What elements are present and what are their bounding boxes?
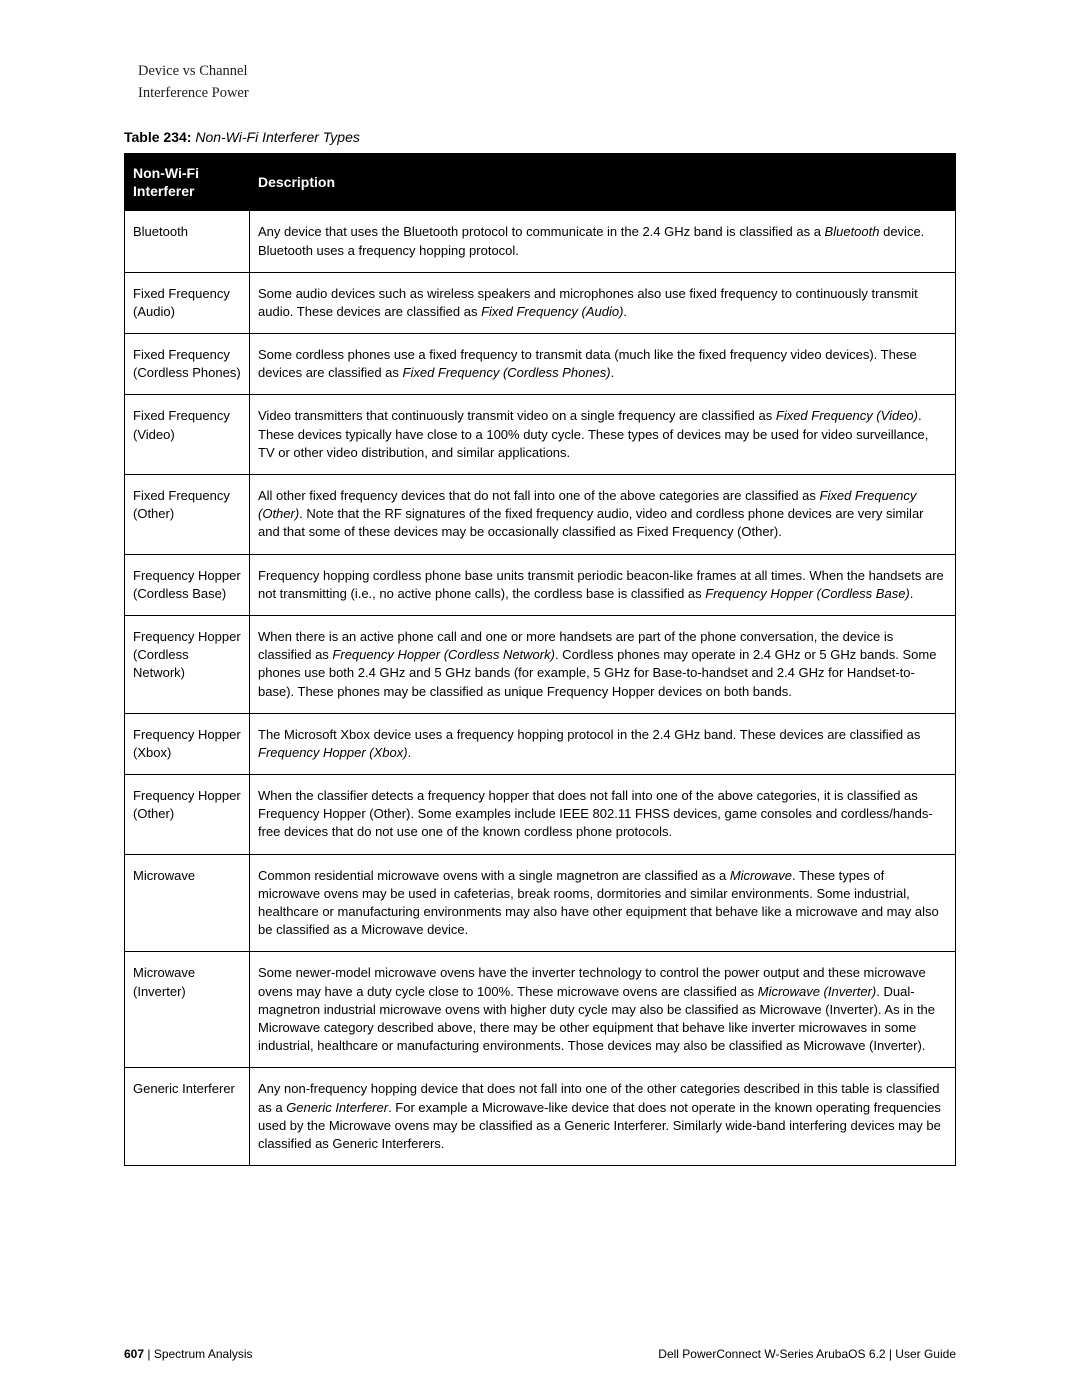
interferer-table: Non-Wi-Fi Interferer Description Bluetoo… [124, 153, 956, 1166]
table-row: Fixed Frequency (Cordless Phones)Some co… [125, 334, 956, 395]
table-body: BluetoothAny device that uses the Blueto… [125, 211, 956, 1166]
cell-name: Frequency Hopper (Xbox) [125, 713, 250, 774]
table-row: BluetoothAny device that uses the Blueto… [125, 211, 956, 272]
cell-desc: Some audio devices such as wireless spea… [250, 272, 956, 333]
table-row: Frequency Hopper (Cordless Network)When … [125, 615, 956, 713]
cell-name: Fixed Frequency (Video) [125, 395, 250, 475]
intro-line-2: Interference Power [138, 82, 956, 104]
footer-sep: | [144, 1347, 154, 1361]
col-header-desc: Description [250, 153, 956, 210]
intro-line-1: Device vs Channel [138, 60, 956, 82]
cell-name: Microwave (Inverter) [125, 952, 250, 1068]
table-row: Frequency Hopper (Xbox)The Microsoft Xbo… [125, 713, 956, 774]
cell-desc: All other fixed frequency devices that d… [250, 475, 956, 555]
cell-desc: When the classifier detects a frequency … [250, 775, 956, 855]
cell-desc: Any non-frequency hopping device that do… [250, 1068, 956, 1166]
col-header-name: Non-Wi-Fi Interferer [125, 153, 250, 210]
intro-block: Device vs Channel Interference Power [138, 60, 956, 105]
cell-desc: The Microsoft Xbox device uses a frequen… [250, 713, 956, 774]
cell-name: Microwave [125, 854, 250, 952]
table-row: MicrowaveCommon residential microwave ov… [125, 854, 956, 952]
table-caption-title: Non-Wi-Fi Interferer Types [191, 129, 359, 145]
table-row: Microwave (Inverter)Some newer-model mic… [125, 952, 956, 1068]
table-caption: Table 234: Non-Wi-Fi Interferer Types [124, 129, 956, 145]
cell-name: Frequency Hopper (Cordless Base) [125, 554, 250, 615]
cell-name: Fixed Frequency (Other) [125, 475, 250, 555]
cell-name: Fixed Frequency (Cordless Phones) [125, 334, 250, 395]
cell-desc: Video transmitters that continuously tra… [250, 395, 956, 475]
table-row: Frequency Hopper (Other)When the classif… [125, 775, 956, 855]
table-caption-label: Table 234: [124, 129, 191, 145]
table-row: Fixed Frequency (Video)Video transmitter… [125, 395, 956, 475]
cell-desc: Some newer-model microwave ovens have th… [250, 952, 956, 1068]
cell-name: Frequency Hopper (Cordless Network) [125, 615, 250, 713]
cell-name: Bluetooth [125, 211, 250, 272]
cell-desc: When there is an active phone call and o… [250, 615, 956, 713]
page-number: 607 [124, 1347, 144, 1361]
cell-desc: Common residential microwave ovens with … [250, 854, 956, 952]
cell-name: Frequency Hopper (Other) [125, 775, 250, 855]
cell-desc: Frequency hopping cordless phone base un… [250, 554, 956, 615]
table-row: Fixed Frequency (Audio)Some audio device… [125, 272, 956, 333]
table-row: Generic InterfererAny non-frequency hopp… [125, 1068, 956, 1166]
footer-left: 607 | Spectrum Analysis [124, 1347, 253, 1361]
document-page: Device vs Channel Interference Power Tab… [0, 0, 1080, 1397]
table-row: Frequency Hopper (Cordless Base)Frequenc… [125, 554, 956, 615]
page-footer: 607 | Spectrum Analysis Dell PowerConnec… [124, 1347, 956, 1361]
footer-right: Dell PowerConnect W-Series ArubaOS 6.2 |… [658, 1347, 956, 1361]
footer-section: Spectrum Analysis [154, 1347, 253, 1361]
table-header-row: Non-Wi-Fi Interferer Description [125, 153, 956, 210]
table-row: Fixed Frequency (Other)All other fixed f… [125, 475, 956, 555]
cell-desc: Any device that uses the Bluetooth proto… [250, 211, 956, 272]
cell-name: Generic Interferer [125, 1068, 250, 1166]
cell-name: Fixed Frequency (Audio) [125, 272, 250, 333]
cell-desc: Some cordless phones use a fixed frequen… [250, 334, 956, 395]
